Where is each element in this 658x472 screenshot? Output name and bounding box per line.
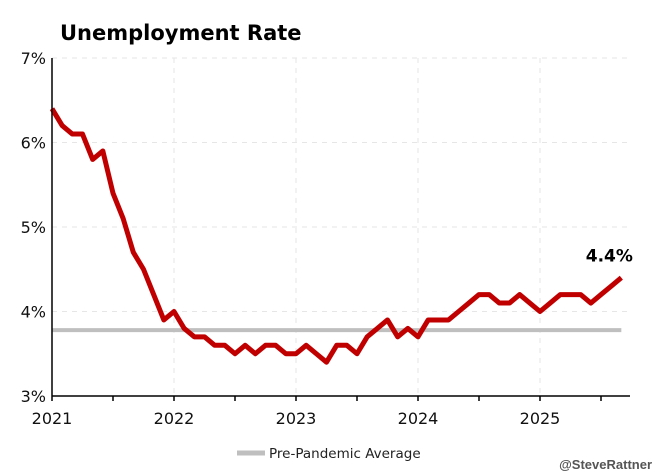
series-unemployment bbox=[49, 107, 623, 365]
axes: 3% 4% 5% 6% 7% 2021 2022 2023 2024 2025 bbox=[21, 49, 630, 428]
unemployment-line bbox=[49, 107, 623, 365]
gridlines bbox=[52, 57, 630, 396]
x-tick-label: 2022 bbox=[154, 409, 195, 428]
end-value-label: 4.4% bbox=[586, 247, 633, 267]
chart-title: Unemployment Rate bbox=[60, 21, 302, 45]
y-tick-label: 7% bbox=[21, 49, 46, 68]
x-tick-label: 2023 bbox=[276, 409, 317, 428]
x-tick-label: 2025 bbox=[520, 409, 561, 428]
x-tick-label: 2021 bbox=[32, 409, 73, 428]
legend-label-pre-pandemic: Pre-Pandemic Average bbox=[269, 446, 421, 462]
legend: Pre-Pandemic Average bbox=[237, 446, 421, 462]
y-tick-label: 6% bbox=[21, 134, 46, 153]
credit-label: @SteveRattner bbox=[559, 457, 652, 472]
y-tick-label: 5% bbox=[21, 218, 46, 237]
y-tick-label: 3% bbox=[21, 387, 46, 406]
y-tick-label: 4% bbox=[21, 303, 46, 322]
x-tick-label: 2024 bbox=[398, 409, 439, 428]
